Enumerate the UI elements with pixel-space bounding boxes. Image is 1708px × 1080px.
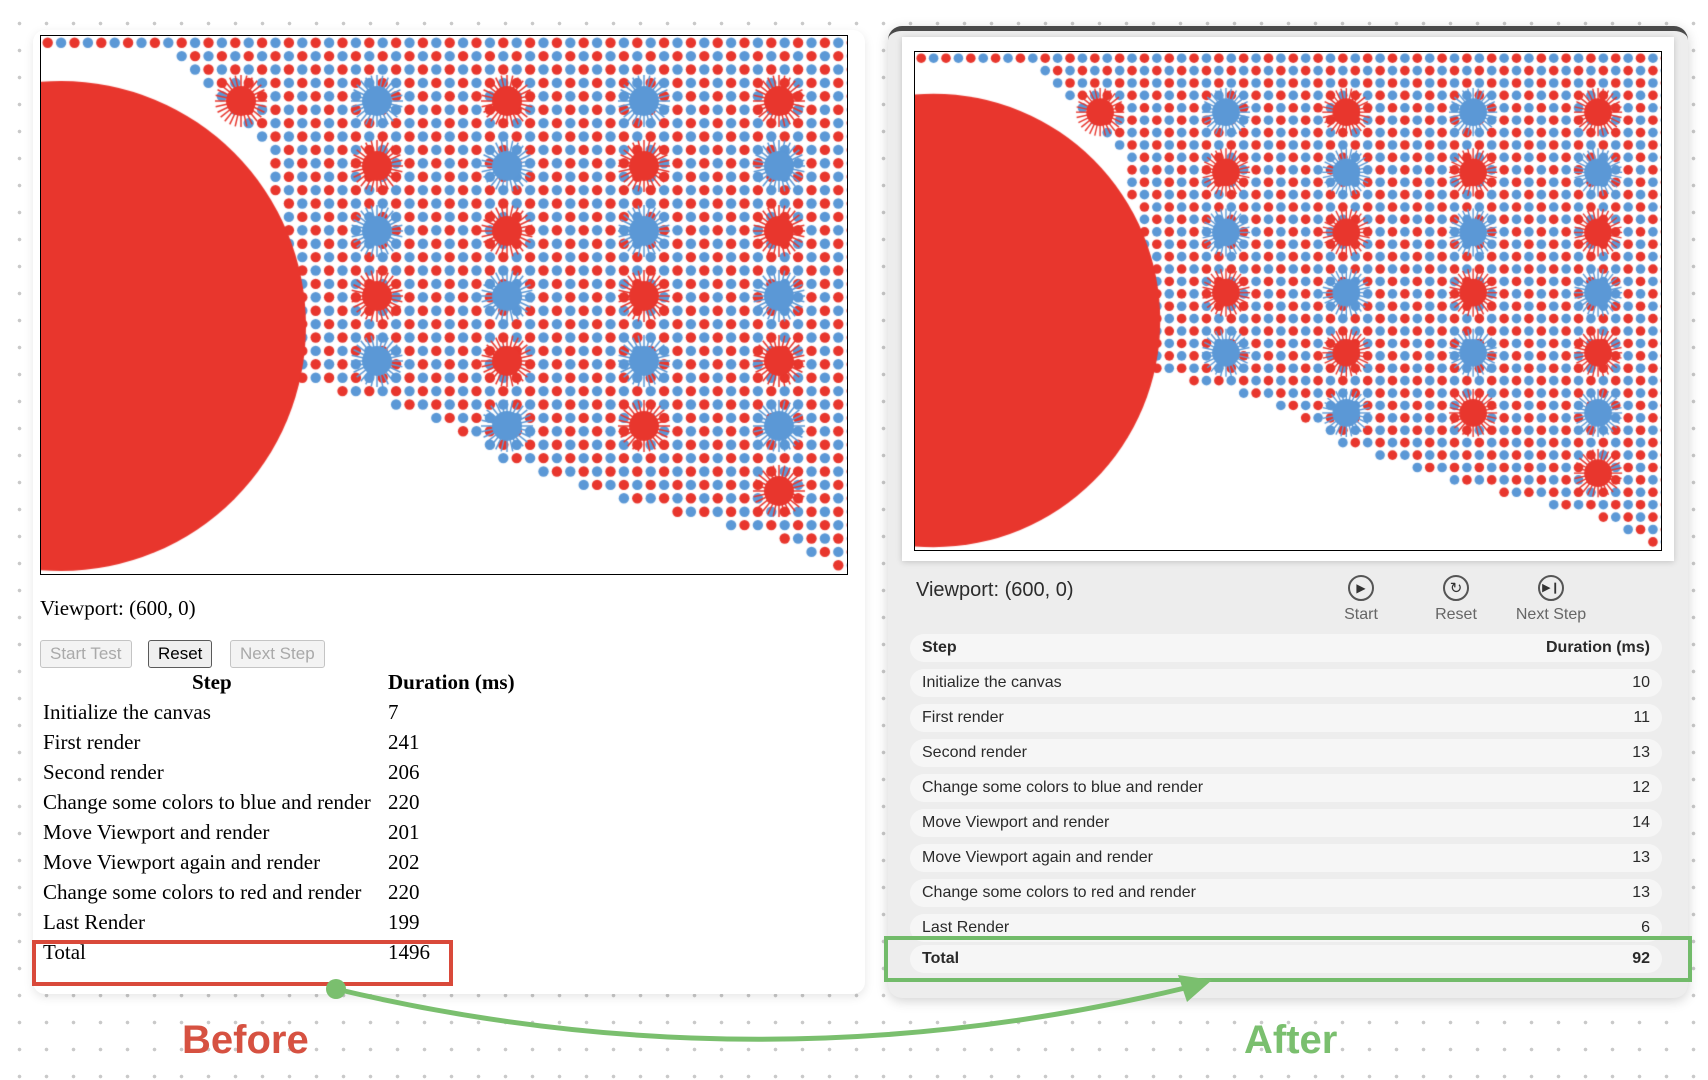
table-row: Move Viewport again and render 202 <box>43 850 420 874</box>
start-test-button[interactable]: Start Test <box>40 640 132 668</box>
column-header-step: Step <box>192 670 232 694</box>
next-step-button[interactable]: Next Step <box>230 640 325 668</box>
reset-label: Reset <box>1435 606 1477 623</box>
table-row: Second render 13 <box>910 739 1662 767</box>
play-icon: ▶ <box>1348 575 1374 601</box>
next-step-label: Next Step <box>1515 606 1587 623</box>
next-step-button[interactable]: ▶❙ Next Step <box>1506 575 1596 624</box>
reset-icon: ↻ <box>1443 575 1469 601</box>
before-canvas[interactable] <box>40 35 848 575</box>
table-row: Initialize the canvas 7 <box>43 700 399 724</box>
table-row: Change some colors to blue and render 12 <box>910 774 1662 802</box>
total-row: Total 1496 <box>43 940 430 964</box>
before-panel: Viewport: (600, 0) Start Test Reset Next… <box>32 30 865 994</box>
table-row: Initialize the canvas 10 <box>910 669 1662 697</box>
total-highlight-box <box>32 940 453 986</box>
after-panel: Viewport: (600, 0) ▶ Start ↻ Reset ▶❙ Ne… <box>884 26 1692 998</box>
column-header-duration: Duration (ms) <box>388 670 515 694</box>
after-label: After <box>1244 1018 1338 1062</box>
before-label: Before <box>182 1018 309 1062</box>
table-row: Change some colors to red and render 13 <box>910 879 1662 907</box>
table-row: Last Render 199 <box>43 910 420 934</box>
start-label: Start <box>1344 606 1378 623</box>
canvas-frame <box>902 37 1674 561</box>
table-row: Move Viewport and render 201 <box>43 820 420 844</box>
reset-button[interactable]: Reset <box>148 640 213 668</box>
total-highlight-box <box>884 936 1692 982</box>
table-header: Step Duration (ms) <box>910 634 1662 662</box>
table-row: Change some colors to red and render 220 <box>43 880 420 904</box>
viewport-readout: Viewport: (600, 0) <box>40 596 196 620</box>
table-row: Move Viewport and render 14 <box>910 809 1662 837</box>
table-row: Second render 206 <box>43 760 420 784</box>
reset-button[interactable]: ↻ Reset <box>1411 575 1501 624</box>
table-row: First render 241 <box>43 730 420 754</box>
after-canvas[interactable] <box>914 51 1662 551</box>
table-row: First render 11 <box>910 704 1662 732</box>
table-row: Change some colors to blue and render 220 <box>43 790 420 814</box>
next-step-icon: ▶❙ <box>1538 575 1564 601</box>
total-row: Total 92 <box>910 945 1662 973</box>
table-row: Move Viewport again and render 13 <box>910 844 1662 872</box>
start-button[interactable]: ▶ Start <box>1316 575 1406 624</box>
viewport-readout: Viewport: (600, 0) <box>916 579 1074 601</box>
